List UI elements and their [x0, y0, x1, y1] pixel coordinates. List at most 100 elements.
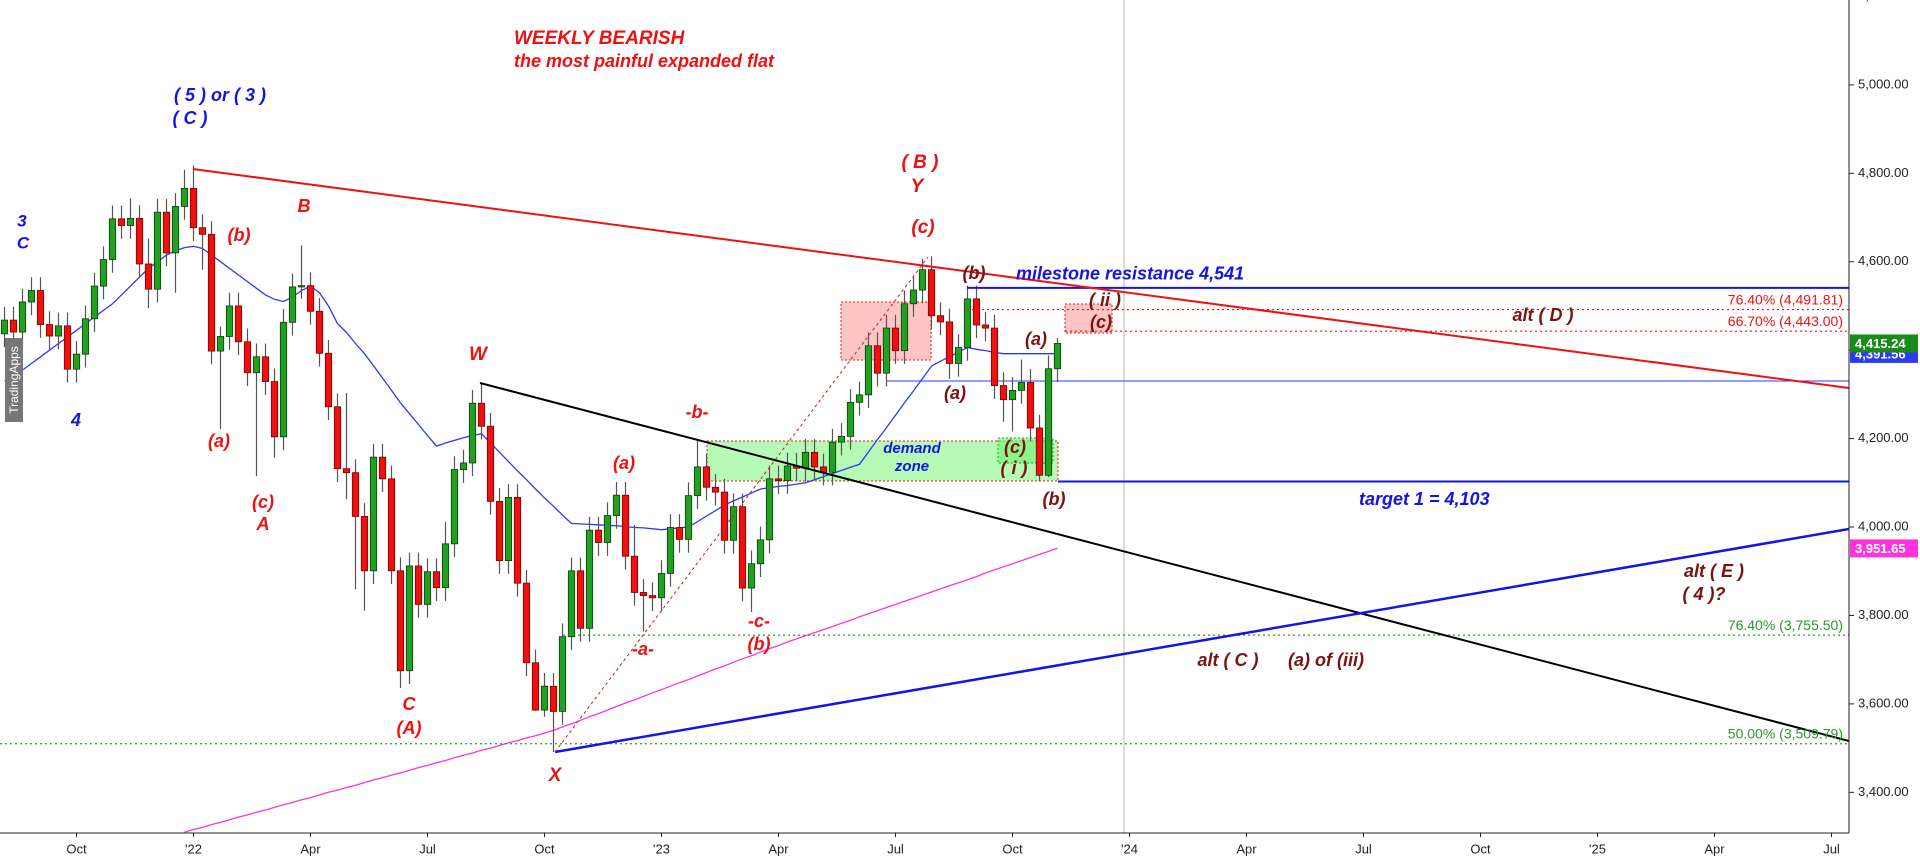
- candle-body: [153, 211, 162, 290]
- candle-body: [648, 595, 657, 599]
- wave-label: C: [403, 694, 417, 714]
- wave-label: Y: [911, 176, 926, 197]
- axes: 3,400.00 3,600.00 3,800.00 4,000.00 4,200.00…: [66, 0, 1918, 856]
- candle-body: [594, 529, 603, 543]
- y-tick-label: 3,600.00: [1858, 695, 1909, 710]
- watermark-box: TradingApps: [5, 338, 23, 422]
- candle-body: [477, 402, 486, 427]
- trendline: [192, 168, 1849, 389]
- watermark: TradingApps: [7, 346, 21, 414]
- wave-label: ( C ): [173, 108, 208, 128]
- y-tick-label: 5,200.00: [1858, 0, 1909, 3]
- candle-body: [639, 592, 648, 596]
- candle-body: [387, 478, 396, 572]
- candle-body: [171, 206, 180, 254]
- y-tick-label: 5,000.00: [1858, 76, 1909, 91]
- x-tick-label: '24: [1121, 841, 1138, 856]
- candle-body: [216, 336, 225, 352]
- candle-body: [423, 571, 432, 605]
- candle-body: [36, 290, 45, 325]
- candle-body: [369, 456, 378, 572]
- candle-body: [720, 491, 729, 541]
- target-zone: [1064, 303, 1113, 334]
- x-tick-label: Oct: [1470, 841, 1491, 856]
- wave-label: ( B ): [902, 152, 939, 173]
- watermark-bg: [5, 338, 23, 422]
- candle-body: [144, 263, 153, 290]
- wave-label: (b): [1043, 489, 1066, 509]
- candle-body: [351, 472, 360, 517]
- candle-body: [27, 290, 36, 303]
- price-label-box: [1850, 539, 1918, 558]
- candle-body: [999, 385, 1008, 401]
- candle-body: [297, 285, 306, 288]
- x-tick-label: Apr: [1236, 841, 1257, 856]
- candle-body: [81, 318, 90, 355]
- candle-body: [315, 310, 324, 354]
- trendlines: [192, 168, 1849, 754]
- wave-label: (b): [748, 634, 771, 654]
- wave-label: C: [17, 233, 30, 252]
- candle-body: [306, 285, 315, 312]
- wave-label: alt ( C ): [1198, 650, 1259, 670]
- wave-label: -c-: [748, 611, 770, 631]
- wave-label: ( 5 ) or ( 3 ): [174, 85, 266, 105]
- candle-body: [468, 402, 477, 464]
- candle-body: [1044, 368, 1053, 476]
- wave-label: (a): [613, 453, 635, 473]
- y-tick-label: 3,800.00: [1858, 607, 1909, 622]
- x-tick-label: Oct: [66, 841, 87, 856]
- candle-body: [747, 563, 756, 589]
- candle-body: [108, 218, 117, 260]
- candle-body: [333, 406, 342, 470]
- candle-body: [549, 685, 558, 712]
- wave-box: [997, 437, 1054, 464]
- candle-body: [630, 555, 639, 593]
- candle-body: [954, 347, 963, 364]
- candle-body: [414, 565, 423, 605]
- candle-body: [189, 187, 198, 229]
- candle-body: [99, 259, 108, 287]
- y-tick-label: 4,200.00: [1858, 430, 1909, 445]
- wave-label: (a): [1025, 329, 1047, 349]
- level-label: target 1 = 4,103: [1359, 489, 1490, 509]
- candle-body: [1017, 382, 1026, 391]
- candle-body: [72, 353, 81, 370]
- candle-body: [981, 324, 990, 329]
- y-tick-label: 4,600.00: [1858, 253, 1909, 268]
- candle-body: [396, 570, 405, 672]
- candle-body: [180, 187, 189, 207]
- y-tick-label: 3,400.00: [1858, 784, 1909, 799]
- wave-label: WEEKLY BEARISH: [514, 28, 686, 49]
- x-tick-label: Jul: [887, 841, 904, 856]
- candle-body: [918, 269, 927, 291]
- wave-label: -b-: [686, 402, 709, 422]
- candle-body: [1008, 390, 1017, 401]
- wave-label: X: [548, 765, 563, 786]
- x-tick-label: Apr: [1704, 841, 1725, 856]
- price-label: 3,951.65: [1855, 541, 1906, 556]
- price-label-box: [1850, 334, 1918, 353]
- candle-body: [900, 303, 909, 352]
- wave-label: ( ii ): [1089, 290, 1121, 310]
- candle-body: [558, 636, 567, 712]
- candle-body: [882, 327, 891, 374]
- candle-body: [927, 269, 936, 317]
- candle-body: [261, 356, 270, 382]
- wave-label: (a): [208, 431, 230, 451]
- candle-body: [405, 565, 414, 672]
- price-label: 4,415.24: [1855, 336, 1906, 351]
- level-label: milestone resistance 4,541: [1016, 264, 1244, 284]
- candle-body: [459, 462, 468, 470]
- wave-label: 4: [70, 410, 81, 430]
- candle-body: [495, 500, 504, 562]
- candle-body: [450, 469, 459, 545]
- candle-body: [909, 289, 918, 305]
- candle-body: [234, 305, 243, 343]
- candle-body: [963, 298, 972, 348]
- wave-label: B: [298, 196, 311, 216]
- candle-body: [270, 381, 279, 438]
